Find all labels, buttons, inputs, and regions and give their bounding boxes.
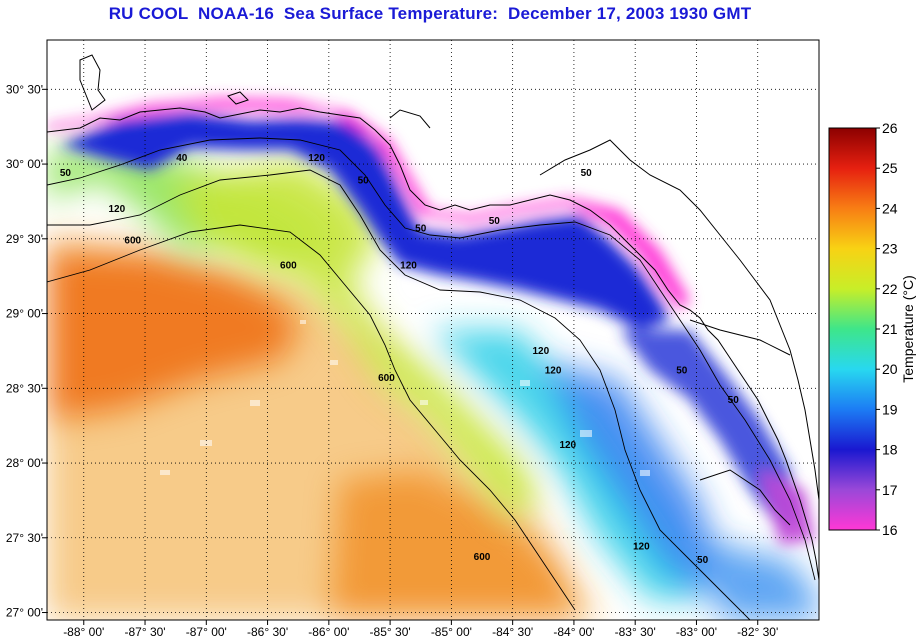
sst-field <box>47 40 819 620</box>
colorbar-tick-label: 25 <box>882 160 898 176</box>
lat-tick-label: 29° 00' <box>6 307 43 321</box>
lon-tick-label: -88° 00' <box>63 625 104 639</box>
colorbar-tick-label: 22 <box>882 281 898 297</box>
lon-tick-label: -85° 30' <box>370 625 411 639</box>
lat-tick-label: 27° 00' <box>6 606 43 620</box>
colorbar-tick-label: 19 <box>882 401 898 417</box>
contour-labels: 50 120 600 40 120 600 50 50 50 120 50 120 120 600 120 6… <box>60 153 739 566</box>
contour-label: 120 <box>400 261 417 272</box>
contour-label: 50 <box>415 223 427 234</box>
contour-label: 50 <box>676 365 688 376</box>
map-frame <box>46 39 820 621</box>
lon-tick-label: -86° 00' <box>308 625 349 639</box>
lat-tick-label: 28° 00' <box>6 456 43 470</box>
lon-tick-label: -84° 00' <box>553 625 594 639</box>
contour-label: 120 <box>545 365 562 376</box>
contour-label: 50 <box>697 555 709 566</box>
graticule <box>47 40 819 620</box>
contour-label: 600 <box>474 552 491 563</box>
contour-label: 50 <box>728 395 740 406</box>
colorbar-tick-label: 17 <box>882 482 898 498</box>
lon-tick-label: -86° 30' <box>247 625 288 639</box>
chart-title: RU COOL NOAA-16 Sea Surface Temperature:… <box>108 4 752 23</box>
contour-label: 50 <box>489 216 501 227</box>
lon-tick-label: -87° 00' <box>186 625 227 639</box>
contour-120m <box>47 169 751 620</box>
colorbar-ticks: 16 17 18 19 20 21 22 23 24 25 26 <box>876 120 898 538</box>
contour-label: 600 <box>124 235 141 246</box>
colorbar-gradient <box>828 127 877 531</box>
contour-label: 600 <box>378 373 395 384</box>
colorbar-tick-label: 20 <box>882 361 898 377</box>
contour-label: 40 <box>176 153 188 164</box>
colorbar-tick-label: 16 <box>882 522 898 538</box>
contour-label: 50 <box>60 168 72 179</box>
sst-warm-offshore <box>47 235 600 620</box>
contour-label: 120 <box>559 440 576 451</box>
contour-label: 50 <box>581 168 593 179</box>
lat-tick-label: 27° 30' <box>6 531 43 545</box>
lon-tick-label: -87° 30' <box>124 625 165 639</box>
lon-tick-label: -83° 30' <box>615 625 656 639</box>
coastline <box>47 54 819 581</box>
lon-tick-label: -84° 30' <box>492 625 533 639</box>
lon-tick-label: -82° 30' <box>737 625 778 639</box>
lat-tick-label: 30° 00' <box>6 157 43 171</box>
colorbar: 16 17 18 19 20 21 22 23 24 25 26 Temperature (°C) <box>828 120 916 538</box>
contour-label: 120 <box>633 542 650 553</box>
lat-tick-label: 30° 30' <box>6 82 43 96</box>
lat-tick-label: 29° 30' <box>6 232 43 246</box>
colorbar-tick-label: 18 <box>882 442 898 458</box>
contour-label: 120 <box>109 204 126 215</box>
colorbar-tick-label: 24 <box>882 200 898 216</box>
colorbar-tick-label: 26 <box>882 120 898 136</box>
latitude-axis: 30° 30' 30° 00' 29° 30' 29° 00' 28° 30' 28° 0… <box>6 82 47 620</box>
lat-tick-label: 28° 30' <box>6 381 43 395</box>
contour-label: 120 <box>308 153 325 164</box>
contour-600m <box>47 224 576 611</box>
lon-tick-label: -83° 00' <box>676 625 717 639</box>
longitude-axis: -88° 00' -87° 30' -87° 00' -86° 30' -86° 00'… <box>63 620 778 639</box>
contour-label: 120 <box>532 346 549 357</box>
sst-noise-specks <box>160 320 698 476</box>
contour-label: 600 <box>280 261 297 272</box>
contour-50m <box>47 137 816 581</box>
colorbar-title: Temperature (°C) <box>900 275 916 383</box>
colorbar-tick-label: 21 <box>882 321 898 337</box>
colorbar-tick-label: 23 <box>882 241 898 257</box>
contour-label: 50 <box>358 176 370 187</box>
lon-tick-label: -85° 00' <box>431 625 472 639</box>
bathymetry-contours <box>47 137 816 620</box>
